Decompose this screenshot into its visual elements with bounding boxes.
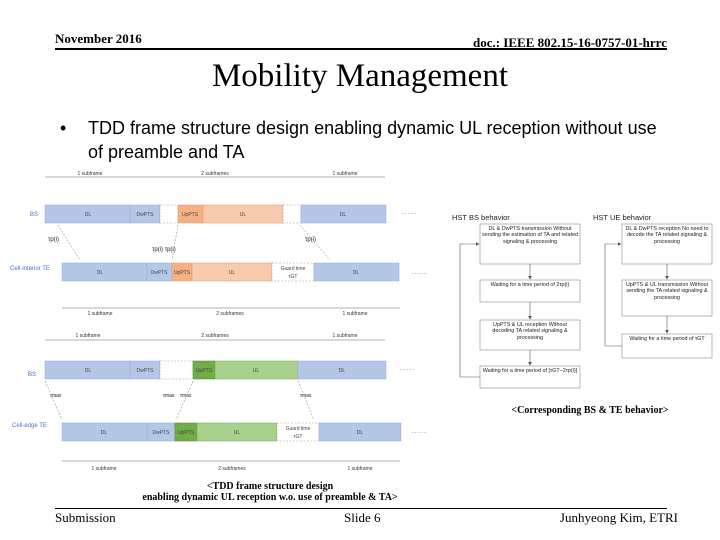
span-label: 2 subframes [216, 311, 244, 317]
continuation-dots: - - - - - [412, 271, 426, 277]
span-label: 2 subframes [218, 466, 246, 472]
frame-structure-diagram: 1 subframe 2 subframes 1 subframe BS DL … [10, 171, 426, 472]
row-label: BS [30, 212, 38, 218]
segment-label: Guard time [281, 266, 306, 272]
span-label: 1 subframe [342, 311, 367, 317]
footer-submission: Submission [55, 510, 116, 525]
bs-step-2: Waiting for a time period of 2τp(i) [490, 282, 570, 288]
delay-mark: τp(i) [305, 237, 316, 243]
footer-rule [55, 508, 667, 509]
te-step-1: DL & DwPTS reception No need to decode t… [625, 226, 709, 245]
segment-label: DL [97, 270, 104, 276]
segment-label: UpPTS [182, 212, 199, 218]
span-label: 2 subframes [201, 171, 229, 177]
segment-label: DwPTS [137, 212, 155, 218]
slide-title: Mobility Management [211, 58, 509, 94]
row-label: BS [28, 372, 36, 378]
flowchart-caption: <Corresponding BS & TE behavior> [511, 405, 669, 416]
delay-mark: τp(i) τp(i) [152, 247, 176, 253]
diagram-caption-line1: <TDD frame structure design [206, 481, 334, 492]
behavior-flowchart: HST BS behavior HST UE behavior DL & DwP… [452, 213, 713, 389]
bullet-marker: • [60, 118, 67, 138]
delay-mark: τmax [50, 393, 62, 399]
span-label: 1 subframe [77, 171, 102, 177]
span-label: 1 subframe [347, 466, 372, 472]
segment-label: DL [85, 368, 92, 374]
diagram-caption-line2: enabling dynamic UL reception w.o. use o… [142, 492, 398, 503]
diagram-caption: <TDD frame structure design enabling dyn… [80, 481, 460, 503]
bs-step-4: Waiting for a time period of [τGT−2τp(i)… [482, 368, 578, 374]
span-label: 1 subframe [87, 311, 112, 317]
footer-author: Junhyeong Kim, ETRI [559, 510, 678, 525]
te-step-3: Waiting for a time period of τGT [629, 336, 705, 342]
segment-label: UpPTS [174, 270, 191, 276]
span-label: 1 subframe [91, 466, 116, 472]
delay-mark: τmax [163, 393, 175, 399]
continuation-dots: - - - - - [402, 211, 416, 217]
span-label: 1 subframe [332, 333, 357, 339]
te-step-2: UpPTS & UL transmission Without sending … [625, 282, 709, 301]
segment-label: UL [253, 368, 260, 374]
bullet-text: TDD frame structure design enabling dyna… [88, 118, 657, 162]
row-label: Cell-interior TE [10, 266, 50, 272]
bs-step-3: UpPTS & UL reception Without decoding TA… [492, 322, 568, 341]
bs-step-1: DL & DwPTS transmission Without sending … [482, 226, 578, 245]
segment-label: UL [240, 212, 247, 218]
te-flow-title: HST UE behavior [593, 213, 652, 222]
segment-label: DL [340, 212, 347, 218]
continuation-dots: - - - - - [412, 430, 426, 436]
segment-label: UL [234, 430, 241, 436]
segment-label: DwPTS [137, 368, 155, 374]
segment-label: τGT [289, 274, 298, 280]
continuation-dots: - - - - - [400, 367, 414, 373]
segment-label: DwPTS [151, 270, 169, 276]
segment-label: DL [339, 368, 346, 374]
span-label: 1 subframe [332, 171, 357, 177]
footer-slide-number: Slide 6 [344, 510, 381, 525]
segment-label: UpPTS [178, 430, 195, 436]
header-rule [55, 48, 667, 50]
segment-label: DL [353, 270, 360, 276]
segment-label: Guard time [286, 426, 311, 432]
bs-flow-title: HST BS behavior [452, 213, 510, 222]
span-label: 1 subframe [75, 333, 100, 339]
segment-label: UpPTS [196, 368, 213, 374]
segment-label: DL [357, 430, 364, 436]
segment-label: UL [229, 270, 236, 276]
delay-mark: τp(i) [48, 237, 59, 243]
segment-label: τGT [294, 434, 303, 440]
delay-mark: τmax [300, 393, 312, 399]
segment-label: DL [85, 212, 92, 218]
segment-label: DwPTS [153, 430, 171, 436]
header-date: November 2016 [55, 31, 142, 46]
span-label: 2 subframes [201, 333, 229, 339]
delay-mark: τmax [180, 393, 192, 399]
header-doc-id: doc.: IEEE 802.15-16-0757-01-hrrc [472, 35, 667, 50]
segment-label: DL [101, 430, 108, 436]
row-label: Cell-edge TE [12, 423, 47, 429]
